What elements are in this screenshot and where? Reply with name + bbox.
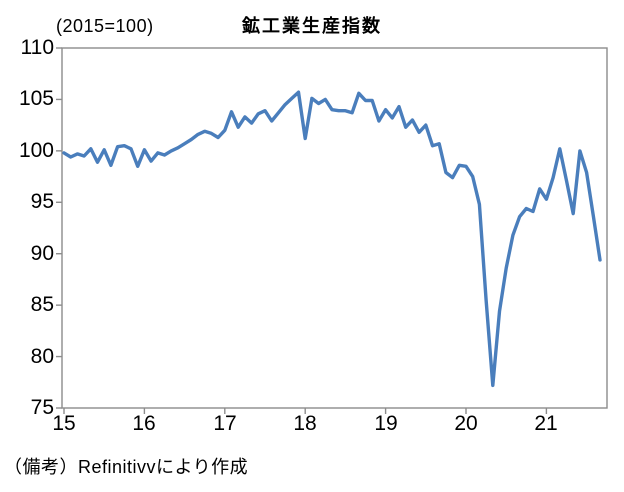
y-axis-tick-label: 85 <box>30 293 54 316</box>
source-note: （備考）Refinitivvにより作成 <box>4 457 249 477</box>
y-axis-tick-label: 110 <box>20 36 54 59</box>
y-axis-tick-label: 95 <box>30 190 54 213</box>
y-axis-tick-label: 80 <box>30 345 54 368</box>
x-axis-tick-label: 18 <box>293 412 317 435</box>
y-axis-tick-label: 105 <box>18 87 54 110</box>
x-axis-tick-label: 15 <box>52 412 76 435</box>
x-axis-tick-label: 21 <box>534 412 558 435</box>
y-axis-tick-label: 100 <box>18 139 54 162</box>
plot-frame <box>61 47 608 409</box>
x-axis-tick-label: 20 <box>454 412 478 435</box>
x-axis-tick-label: 17 <box>213 412 237 435</box>
x-axis-tick-label: 19 <box>374 412 398 435</box>
y-axis-tick-label: 75 <box>30 396 54 419</box>
axis-unit-label: (2015=100) <box>56 16 154 36</box>
chart-title: 鉱工業生産指数 <box>242 16 382 36</box>
x-axis-tick-label: 16 <box>132 412 156 435</box>
data-line-series <box>62 90 602 388</box>
y-axis-tick-label: 90 <box>30 242 54 265</box>
